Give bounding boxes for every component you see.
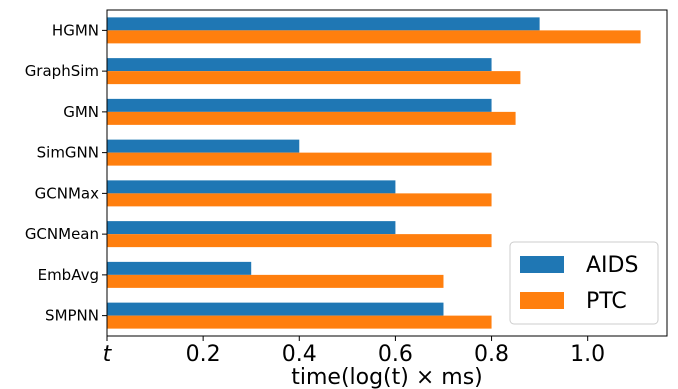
bars-group	[107, 17, 641, 329]
x-tick-label: 0.8	[474, 342, 509, 367]
legend-label-ptc: PTC	[586, 289, 627, 314]
y-tick-label: GCNMax	[35, 184, 99, 202]
bar-ptc-gmn	[107, 111, 516, 125]
y-tick-label: SMPNN	[45, 307, 99, 325]
bar-aids-gmn	[107, 98, 492, 112]
bar-ptc-embavg	[107, 274, 444, 288]
bar-aids-simgnn	[107, 139, 300, 153]
legend: AIDS PTC	[509, 241, 659, 325]
x-tick-label: 1.0	[570, 342, 605, 367]
x-tick-label: 0.4	[282, 342, 317, 367]
plot-frame	[106, 9, 668, 337]
bar-ptc-smpnn	[107, 315, 492, 329]
y-tick-label: GMN	[63, 103, 99, 121]
x-tick-label: 0.6	[378, 342, 413, 367]
y-tick-label: EmbAvg	[38, 266, 99, 284]
y-tick-label: HGMN	[52, 21, 99, 39]
x-axis: t 0.2 0.4 0.6 0.8 1.0	[103, 336, 605, 367]
bar-ptc-gcnmax	[107, 193, 492, 207]
legend-swatch-aids	[520, 256, 564, 273]
y-tick-label: GCNMean	[25, 225, 99, 243]
legend-label-aids: AIDS	[586, 253, 638, 278]
bar-aids-graphsim	[107, 58, 492, 72]
y-tick-label: SimGNN	[37, 144, 99, 162]
y-axis: HGMN GraphSim GMN SimGNN GCNMax GCNMean EmbAvg…	[25, 21, 107, 325]
x-tick-label: t	[103, 342, 113, 367]
bar-ptc-gcnmean	[107, 234, 492, 248]
x-axis-label: time(log(t) × ms)	[291, 365, 483, 389]
legend-swatch-ptc	[520, 292, 564, 309]
bar-aids-gcnmean	[107, 221, 396, 235]
bar-aids-hgmn	[107, 17, 540, 31]
x-tick-label: 0.2	[186, 342, 221, 367]
bar-aids-smpnn	[107, 302, 444, 316]
bar-ptc-graphsim	[107, 71, 521, 85]
bar-ptc-hgmn	[107, 30, 641, 44]
bar-aids-embavg	[107, 261, 252, 275]
y-tick-label: GraphSim	[25, 62, 99, 80]
bar-aids-gcnmax	[107, 180, 396, 194]
bar-ptc-simgnn	[107, 152, 492, 166]
